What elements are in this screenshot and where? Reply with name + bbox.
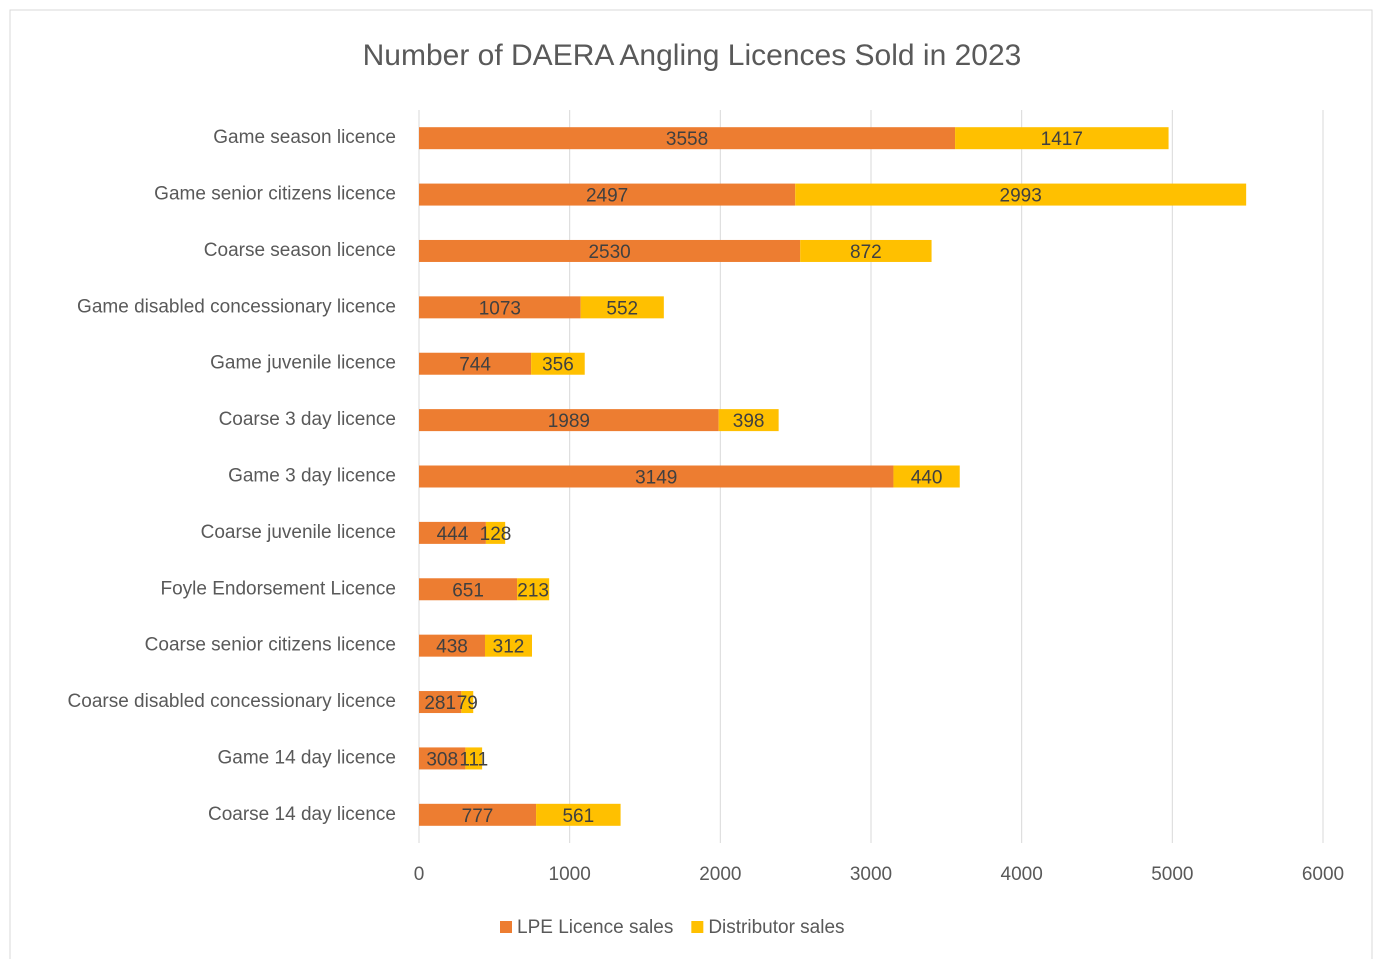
y-tick-label: Game 3 day licence <box>228 466 396 487</box>
x-tick-label: 3000 <box>850 864 892 885</box>
y-tick-label: Game juvenile licence <box>210 353 396 374</box>
bar-segment <box>800 239 932 262</box>
y-tick-label: Coarse season licence <box>204 240 396 261</box>
y-tick-label: Foyle Endorsement Licence <box>160 578 396 599</box>
data-label: 111 <box>459 749 488 770</box>
data-label: 312 <box>493 637 525 658</box>
data-label: 2497 <box>586 186 628 207</box>
y-tick-label: Coarse 3 day licence <box>219 409 396 430</box>
bar-segment <box>419 239 801 262</box>
bar-segment <box>893 465 960 488</box>
x-tick-label: 5000 <box>1151 864 1193 885</box>
bar-segment <box>419 183 796 206</box>
data-label: 3149 <box>635 468 677 489</box>
y-tick-label: Game 14 day licence <box>218 747 397 768</box>
x-tick-label: 6000 <box>1302 864 1344 885</box>
bar-segment <box>419 465 894 488</box>
data-label: 128 <box>480 524 512 545</box>
data-label: 777 <box>462 806 494 827</box>
data-label: 356 <box>542 355 574 376</box>
bar-segment <box>419 578 518 601</box>
x-tick-label: 2000 <box>699 864 741 885</box>
bar-segment <box>580 296 664 319</box>
bar-segment <box>531 352 585 375</box>
bar-segment <box>419 634 485 657</box>
x-tick-label: 0 <box>414 864 425 885</box>
chart-title: Number of DAERA Angling Licences Sold in… <box>363 39 1022 72</box>
bar-segment <box>419 691 462 714</box>
bar-segment <box>419 521 486 544</box>
data-label: 444 <box>437 524 469 545</box>
x-tick-label: 1000 <box>549 864 591 885</box>
data-label: 1989 <box>548 411 590 432</box>
data-label: 2993 <box>1000 186 1042 207</box>
bar-segment <box>485 521 506 544</box>
data-label: 213 <box>517 580 549 601</box>
x-tick-label: 4000 <box>1001 864 1043 885</box>
bar-segment <box>955 127 1169 150</box>
y-tick-label: Coarse juvenile licence <box>201 522 396 543</box>
bar-segment <box>484 634 532 657</box>
data-label: 744 <box>459 355 491 376</box>
bar-segment <box>795 183 1247 206</box>
data-label: 440 <box>911 468 943 489</box>
data-label: 872 <box>850 242 882 263</box>
legend-swatch <box>691 921 704 933</box>
y-tick-label: Game season licence <box>213 127 396 148</box>
bar-segment <box>419 747 466 770</box>
data-label: 1073 <box>479 298 521 319</box>
data-label: 281 <box>424 693 456 714</box>
data-label: 308 <box>426 749 458 770</box>
bar-segment <box>536 803 621 826</box>
bar-segment <box>419 352 532 375</box>
legend-label: Distributor sales <box>708 917 844 938</box>
legend-label: LPE Licence sales <box>517 917 673 938</box>
bar-segment <box>419 296 581 319</box>
y-tick-label: Game disabled concessionary licence <box>77 296 396 317</box>
bar-segment <box>461 691 474 714</box>
y-tick-label: Coarse senior citizens licence <box>145 635 396 656</box>
y-tick-label: Coarse disabled concessionary licence <box>68 691 396 712</box>
data-label: 79 <box>457 693 478 714</box>
bar-segment <box>517 578 550 601</box>
data-label: 2530 <box>588 242 630 263</box>
y-tick-label: Coarse 14 day licence <box>208 804 396 825</box>
bar-segment <box>419 803 537 826</box>
data-label: 561 <box>562 806 594 827</box>
bar-segment <box>718 409 779 432</box>
y-tick-label: Game senior citizens licence <box>154 184 396 205</box>
legend-swatch <box>500 921 512 933</box>
bar-segment <box>465 747 483 770</box>
bar-segment <box>419 409 719 432</box>
bar-segment <box>419 127 956 150</box>
data-label: 438 <box>436 637 468 658</box>
data-label: 398 <box>733 411 765 432</box>
data-label: 552 <box>606 298 638 319</box>
data-label: 1417 <box>1041 129 1083 150</box>
data-label: 3558 <box>666 129 708 150</box>
data-label: 651 <box>452 580 484 601</box>
